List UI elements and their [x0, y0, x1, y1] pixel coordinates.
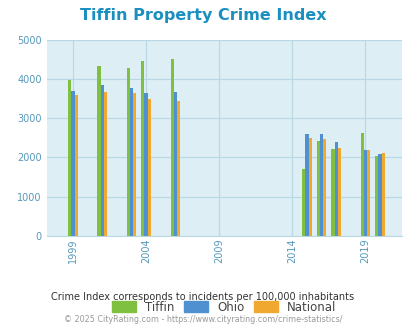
Bar — [381, 153, 384, 236]
Bar — [130, 88, 133, 236]
Bar — [316, 141, 319, 236]
Bar — [337, 148, 340, 236]
Bar — [301, 169, 305, 236]
Bar — [147, 99, 151, 236]
Text: © 2025 CityRating.com - https://www.cityrating.com/crime-statistics/: © 2025 CityRating.com - https://www.city… — [64, 315, 341, 324]
Bar — [173, 92, 177, 236]
Bar — [144, 93, 147, 236]
Bar — [126, 68, 130, 236]
Bar — [319, 134, 322, 236]
Legend: Tiffin, Ohio, National: Tiffin, Ohio, National — [112, 301, 335, 314]
Bar — [322, 139, 326, 236]
Bar — [363, 150, 366, 236]
Bar — [177, 101, 180, 236]
Bar — [308, 138, 311, 236]
Bar — [305, 134, 308, 236]
Bar — [68, 80, 71, 236]
Bar — [71, 91, 75, 236]
Bar — [330, 149, 334, 236]
Bar — [97, 66, 100, 236]
Bar — [374, 156, 377, 236]
Bar — [141, 61, 144, 236]
Bar — [377, 154, 381, 236]
Bar — [100, 85, 104, 236]
Bar — [75, 95, 78, 236]
Bar — [133, 93, 136, 236]
Bar — [334, 143, 337, 236]
Bar — [366, 150, 369, 236]
Bar — [170, 59, 173, 236]
Text: Crime Index corresponds to incidents per 100,000 inhabitants: Crime Index corresponds to incidents per… — [51, 292, 354, 302]
Bar — [104, 92, 107, 236]
Text: Tiffin Property Crime Index: Tiffin Property Crime Index — [79, 8, 326, 23]
Bar — [360, 133, 363, 236]
